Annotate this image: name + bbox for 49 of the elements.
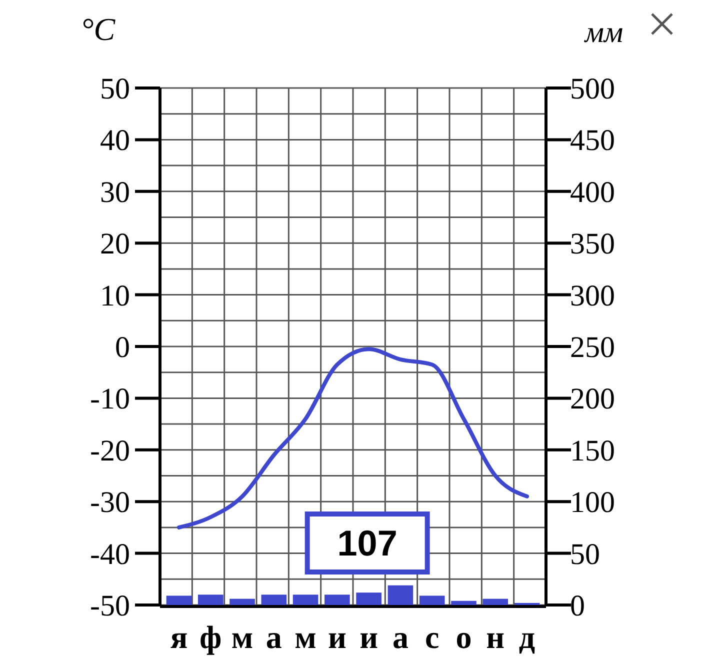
bar	[482, 598, 508, 605]
y-tick-label: 50	[100, 72, 130, 106]
bar	[324, 594, 350, 605]
y2-tick-label: 250	[570, 331, 615, 364]
y-tick-label: 30	[100, 176, 130, 209]
x-tick-label: а	[392, 619, 408, 655]
x-tick-label: а	[266, 619, 282, 655]
x-tick-label: ф	[200, 619, 222, 655]
x-tick-label: с	[424, 619, 440, 655]
x-tick-label: и	[328, 619, 346, 655]
y-tick-label: -20	[90, 434, 130, 468]
bar	[388, 585, 414, 605]
x-tick-label: я	[170, 619, 188, 655]
y2-tick-label: 400	[570, 176, 615, 209]
y2-tick-label: 50	[570, 538, 600, 571]
y2-tick-label: 100	[570, 486, 615, 520]
bar	[292, 594, 318, 605]
y2-axis-title: мм	[584, 16, 624, 49]
x-tick-label: м	[294, 619, 316, 655]
y-tick-label: -30	[90, 486, 130, 520]
bar	[230, 598, 255, 605]
x-tick-label: м	[231, 619, 254, 655]
y2-tick-label: 450	[570, 124, 615, 158]
y2-tick-label: 0	[570, 590, 585, 622]
bar	[261, 594, 287, 605]
bar	[356, 592, 382, 605]
line-series	[176, 347, 530, 530]
y2-tick-label: 200	[570, 382, 615, 416]
x-tick-label: д	[518, 619, 536, 655]
y-tick-label: 10	[100, 279, 130, 312]
bar	[451, 600, 476, 605]
y2-tick-label: 350	[570, 228, 615, 261]
y-tick-label: 0	[115, 331, 130, 364]
bar	[166, 596, 192, 605]
x-tick-label: н	[486, 619, 505, 655]
y-tick-label: -40	[90, 538, 130, 571]
annotation: 107	[337, 522, 398, 564]
y2-tick-label: 150	[570, 434, 615, 468]
y-tick-label: 40	[100, 124, 130, 158]
x-tick-label: и	[360, 619, 378, 655]
y-tick-label: -50	[90, 590, 130, 622]
y2-tick-label: 500	[570, 72, 615, 106]
bar	[419, 596, 445, 605]
y2-tick-label: 300	[570, 279, 615, 312]
y-tick-label: 20	[100, 228, 130, 261]
y-axis-title: °C	[80, 11, 116, 47]
y-tick-label: -10	[90, 382, 130, 416]
x-tick-label: о	[456, 619, 472, 655]
bar	[198, 594, 224, 605]
